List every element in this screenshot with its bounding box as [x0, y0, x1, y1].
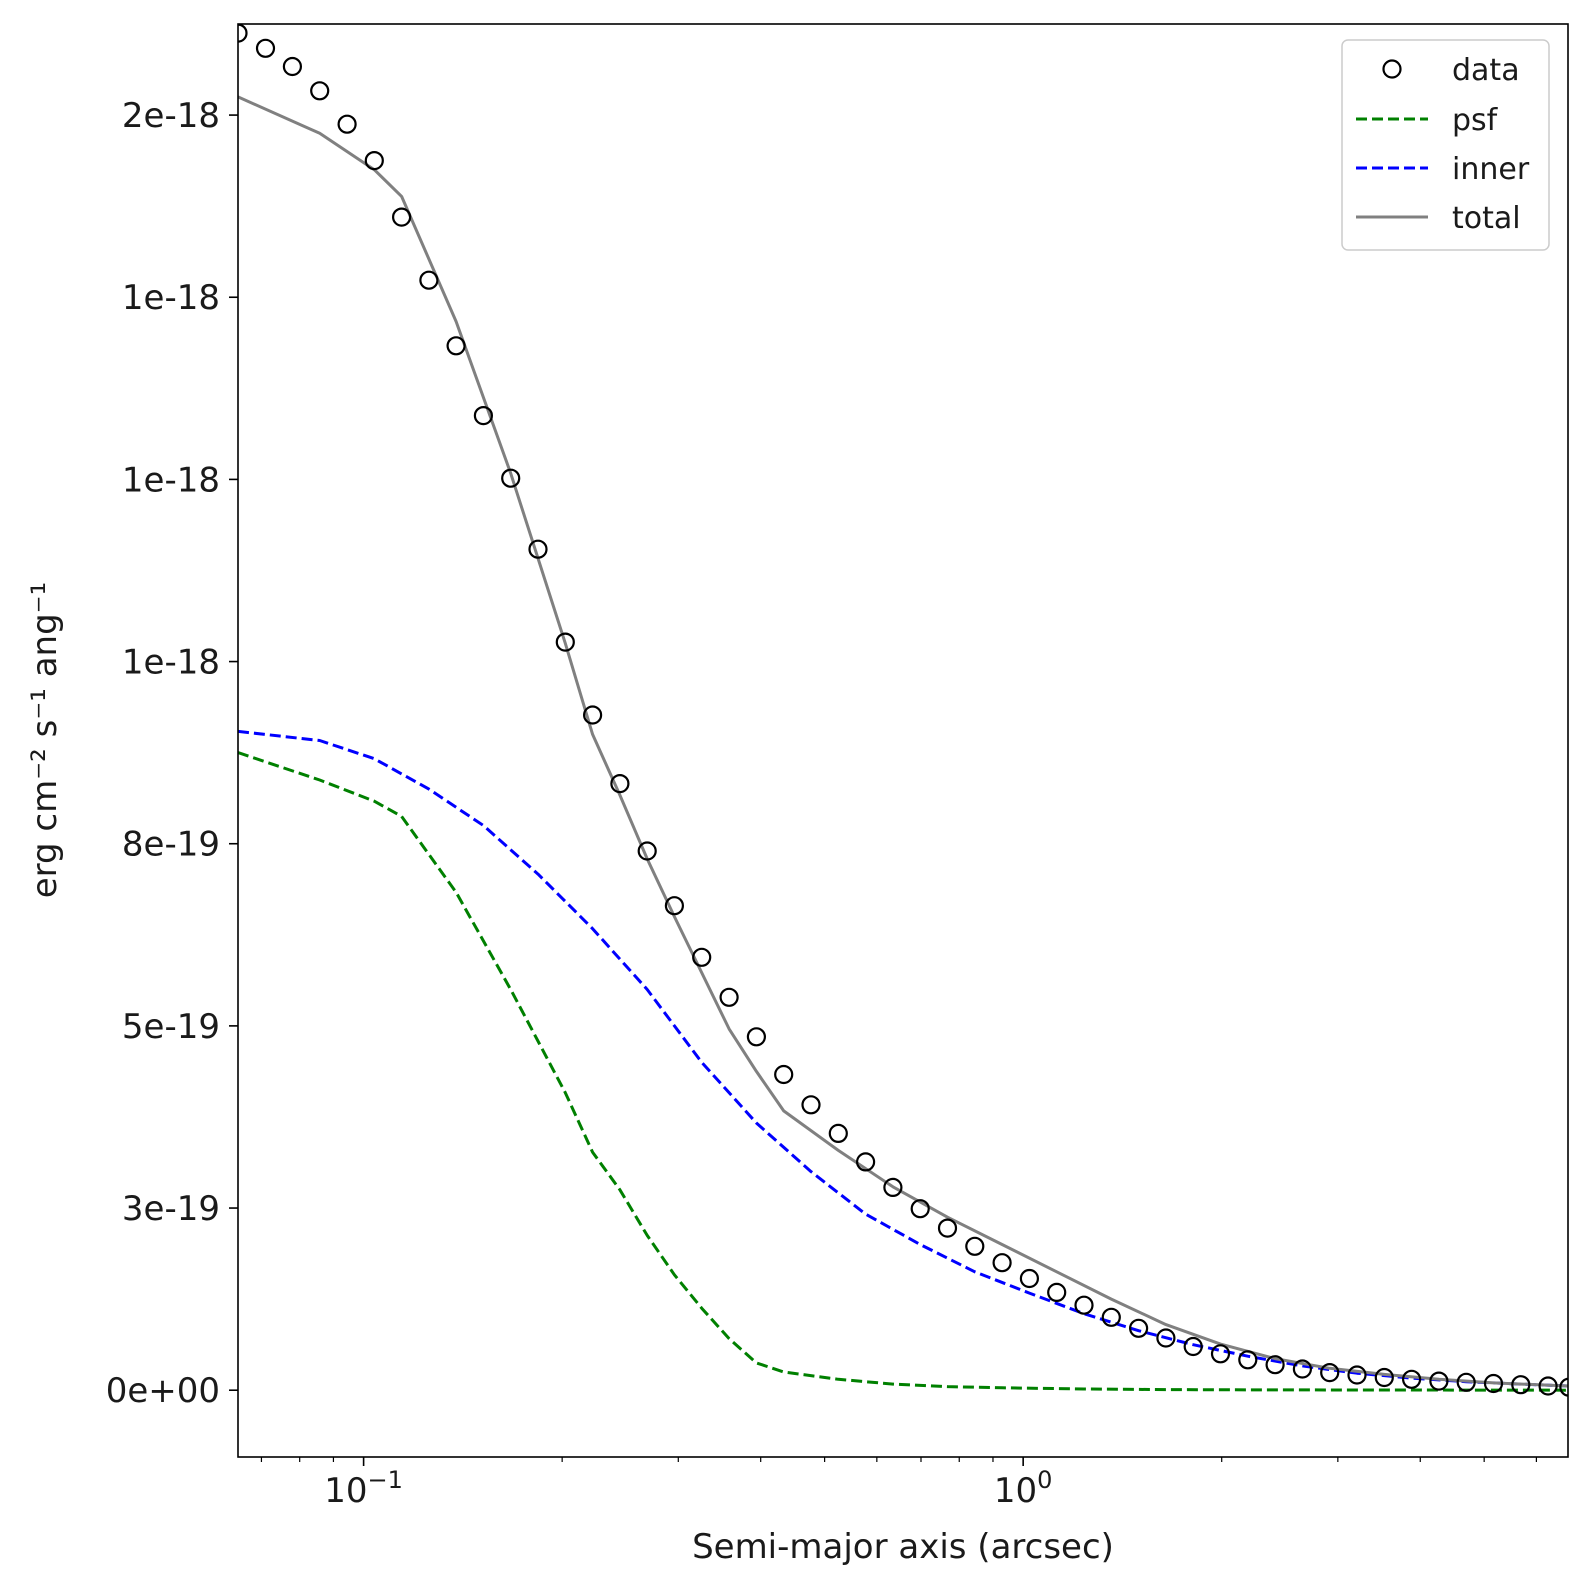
data-point [1265, 1355, 1285, 1375]
data-point [1483, 1373, 1504, 1394]
data-point [337, 114, 357, 134]
data-point [392, 207, 412, 227]
x-axis-label: Semi-major axis (arcsec) [692, 1527, 1114, 1567]
y-tick-label: 0e+00 [106, 1371, 220, 1411]
plot-area-frame [237, 23, 1569, 1458]
y-tick-label: 2e-18 [122, 96, 220, 136]
data-point [1559, 1377, 1568, 1397]
data-point [528, 539, 548, 559]
data-point [1128, 1318, 1149, 1338]
legend-label-psf: psf [1452, 103, 1499, 138]
data-point [310, 81, 330, 101]
legend-box [1341, 39, 1550, 251]
data-point [473, 406, 493, 426]
data-point [692, 947, 712, 967]
y-tick-label: 1e-18 [122, 643, 220, 683]
data-point [1183, 1336, 1203, 1357]
series-line-total [238, 95, 1568, 1388]
data-point [828, 1123, 848, 1144]
legend-label-data: data [1452, 53, 1520, 88]
y-tick-label: 5e-19 [122, 1007, 220, 1047]
data-point [937, 1218, 958, 1238]
data-point [801, 1095, 821, 1115]
data-point [1429, 1371, 1449, 1391]
data-point [364, 151, 384, 171]
data-point [1156, 1328, 1176, 1348]
data-point [555, 632, 575, 652]
y-tick-label: 1e-18 [122, 278, 220, 318]
data-point [419, 270, 439, 290]
data-point [1347, 1365, 1367, 1385]
x-tick-label: 10−1 [324, 1466, 403, 1511]
data-point [1401, 1369, 1422, 1389]
data-point [965, 1236, 985, 1256]
data-point [992, 1253, 1012, 1273]
data-point [1101, 1307, 1121, 1327]
series-data [238, 24, 1568, 1397]
data-point [1456, 1372, 1476, 1392]
data-point [1047, 1282, 1067, 1303]
data-point [883, 1177, 903, 1198]
data-point [255, 38, 276, 58]
legend: data psf inner total [1341, 39, 1550, 251]
data-point [1511, 1375, 1531, 1395]
y-tick-label: 1e-18 [122, 460, 220, 500]
data-point [746, 1027, 767, 1047]
y-tick-label: 3e-19 [122, 1189, 220, 1229]
legend-label-inner: inner [1452, 152, 1530, 187]
data-point [446, 336, 466, 356]
data-point [774, 1064, 794, 1085]
data-point [238, 24, 248, 43]
data-point [1320, 1362, 1340, 1383]
data-point [719, 987, 739, 1007]
y-axis: 0e+00 3e-19 5e-19 8e-19 1e-18 1e-18 1e-18 2e-18 [106, 96, 238, 1411]
data-point [582, 705, 603, 725]
data-point [501, 468, 521, 488]
data-point [610, 773, 630, 794]
series-layer [238, 24, 1568, 1397]
legend-marker-data [1382, 59, 1402, 79]
data-point [1292, 1359, 1313, 1379]
data-point [637, 841, 657, 861]
data-point [855, 1152, 876, 1172]
data-point [282, 56, 302, 77]
y-tick-label: 8e-19 [122, 825, 220, 865]
data-point [1538, 1376, 1558, 1396]
data-point [1238, 1350, 1258, 1370]
data-point [664, 896, 685, 916]
data-point [910, 1199, 930, 1219]
data-point [1374, 1367, 1394, 1388]
legend-label-total: total [1452, 201, 1521, 236]
y-axis-label: erg cm⁻² s⁻¹ ang⁻¹ [25, 582, 65, 899]
data-point [1074, 1295, 1094, 1315]
series-line-psf [238, 751, 1568, 1392]
data-point [1019, 1268, 1040, 1289]
data-point [1210, 1344, 1231, 1364]
series-line-inner [238, 729, 1568, 1388]
